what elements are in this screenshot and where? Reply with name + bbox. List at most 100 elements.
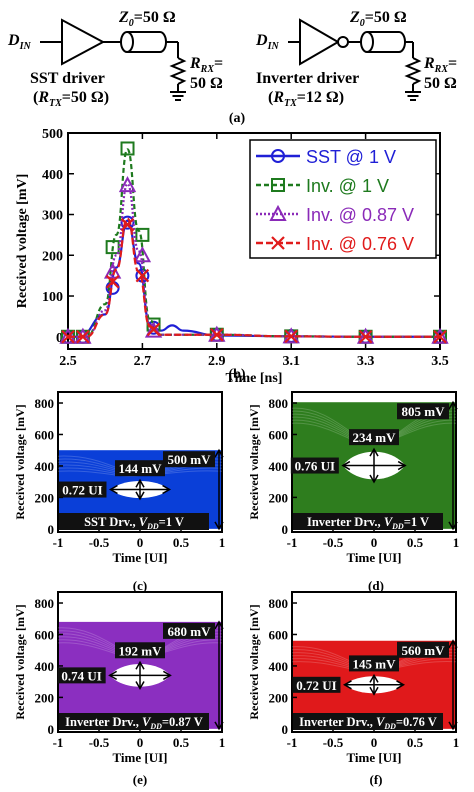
y-tick-label: 400 [269, 659, 289, 674]
legend-frame [249, 139, 437, 259]
swing-value: 560 mV [402, 643, 446, 658]
eye-width-value: 0.72 UI [296, 678, 336, 693]
label-box [293, 713, 443, 730]
eye-height-label: 192 mV [115, 642, 165, 659]
rrx-label: RRX= [189, 55, 223, 75]
swing-label: 805 mV [397, 403, 449, 420]
swing-arrowhead [214, 620, 224, 630]
y-axis-label: Received voltage [mV] [247, 404, 261, 519]
condition-label: Inverter Drv., VDD=0.76 V [293, 713, 443, 731]
swing-label: 680 mV [163, 622, 215, 639]
data-point-x [61, 329, 75, 344]
x-tick-label: 3.1 [282, 354, 300, 369]
y-tick-label: 600 [35, 427, 55, 442]
y-tick-label: 500 [42, 127, 63, 142]
z0-label: Z0=50 Ω [118, 9, 176, 29]
y-tick-label: 600 [35, 627, 55, 642]
x-tick-label: 0.5 [173, 735, 190, 750]
eye-height-value: 145 mV [353, 656, 397, 671]
swing-arrowhead [448, 721, 458, 731]
data-point-x [105, 274, 120, 289]
x-tick-label: -1 [53, 735, 64, 750]
inv-rtx-label: (RTX=12 Ω) [268, 89, 344, 109]
condition-label: Inverter Drv., VDD=0.87 V [59, 713, 209, 731]
transient-plot: 2.5 2.7 2.9 3.1 3.3 3.5 0 100 200 300 400 500 Time [… [15, 127, 449, 386]
arrowhead [341, 460, 351, 471]
swing-value: 500 mV [168, 452, 212, 467]
y-axis-label: Received voltage [mV] [15, 174, 30, 309]
condition-text: SST Drv., VDD=1 V [84, 515, 184, 531]
data-point-triangle [118, 176, 137, 193]
data-point-x [284, 329, 298, 344]
y-tick-label: 400 [42, 168, 63, 183]
condition-label: Inverter Drv., VDD=1 V [293, 513, 443, 531]
arrowhead [108, 484, 118, 495]
swing-arrowhead [214, 721, 224, 731]
label-box [292, 676, 341, 693]
eye-width-value: 0.76 UI [295, 459, 335, 474]
arrowhead [135, 478, 145, 488]
label-box [397, 641, 449, 658]
eye-height-value: 144 mV [119, 461, 163, 476]
swing-arrowhead [214, 521, 224, 531]
x-tick-label: 0.5 [407, 735, 424, 750]
label-box [349, 655, 399, 672]
caption-c: (c) [133, 578, 147, 593]
label-box [59, 513, 209, 530]
eye-width-label: 0.72 UI [58, 481, 107, 498]
legend-label: Inv. @ 1 V [306, 176, 389, 196]
legend-label: Inv. @ 0.76 V [306, 234, 414, 254]
transmission-line-symbol [120, 31, 167, 53]
resistor-symbol [169, 57, 187, 85]
label-box [115, 460, 165, 477]
eye-height-value: 192 mV [119, 643, 163, 658]
sst-schematic: DIN Z0=50 Ω RRX= 50 Ω SST driver (RTX=50… [7, 9, 223, 109]
x-tick-label: 0 [137, 535, 144, 550]
label-box [290, 457, 339, 474]
eye-height-label: 144 mV [115, 460, 165, 477]
label-box [349, 429, 399, 446]
legend-label: SST @ 1 V [306, 147, 396, 167]
swing-label: 500 mV [163, 451, 215, 468]
x-axis-label: Time [ns] [226, 371, 283, 386]
y-tick-label: 800 [35, 396, 55, 411]
eye-width-value: 0.72 UI [62, 483, 102, 498]
data-point-x [210, 327, 224, 342]
data-point-x [271, 236, 285, 250]
eye-width-label: 0.76 UI [290, 457, 339, 474]
swing-arrowhead [448, 400, 458, 410]
x-tick-label: 0 [137, 735, 144, 750]
data-point-x [433, 329, 447, 344]
data-point-x [135, 268, 150, 283]
data-point-circle [120, 215, 135, 230]
label-box [59, 713, 209, 730]
caption-e: (e) [133, 772, 147, 787]
condition-label: SST Drv., VDD=1 V [59, 513, 209, 531]
y-tick-label: 800 [35, 596, 55, 611]
y-tick-label: 800 [269, 396, 289, 411]
eye-height-label: 234 mV [349, 429, 399, 446]
caption-b: (b) [228, 367, 245, 382]
swing-arrowhead [448, 639, 458, 649]
condition-text: Inverter Drv., VDD=1 V [307, 515, 429, 531]
y-tick-label: 0 [48, 722, 55, 737]
rrx-value: 50 Ω [424, 75, 457, 92]
y-tick-label: 200 [269, 490, 289, 505]
arrowhead [396, 680, 406, 690]
x-tick-label: 0 [371, 735, 378, 750]
caption-a: (a) [229, 111, 246, 126]
swing-value: 680 mV [168, 624, 212, 639]
arrowhead [369, 673, 379, 683]
eye-diagram-inv-076v: -1 -0.5 0 0.5 1 0 200 400 600 800 Time [UI] Receive… [247, 591, 459, 787]
label-box [397, 403, 449, 420]
x-tick-label: -0.5 [89, 535, 110, 550]
arrowhead [369, 686, 379, 696]
y-tick-label: 400 [35, 659, 55, 674]
arrowhead [135, 491, 145, 501]
transmission-line-symbol [360, 31, 406, 53]
data-point-triangle [133, 246, 152, 263]
caption-f: (f) [370, 772, 383, 787]
x-tick-label: 2.9 [208, 354, 226, 369]
z0-label: Z0=50 Ω [349, 9, 407, 29]
